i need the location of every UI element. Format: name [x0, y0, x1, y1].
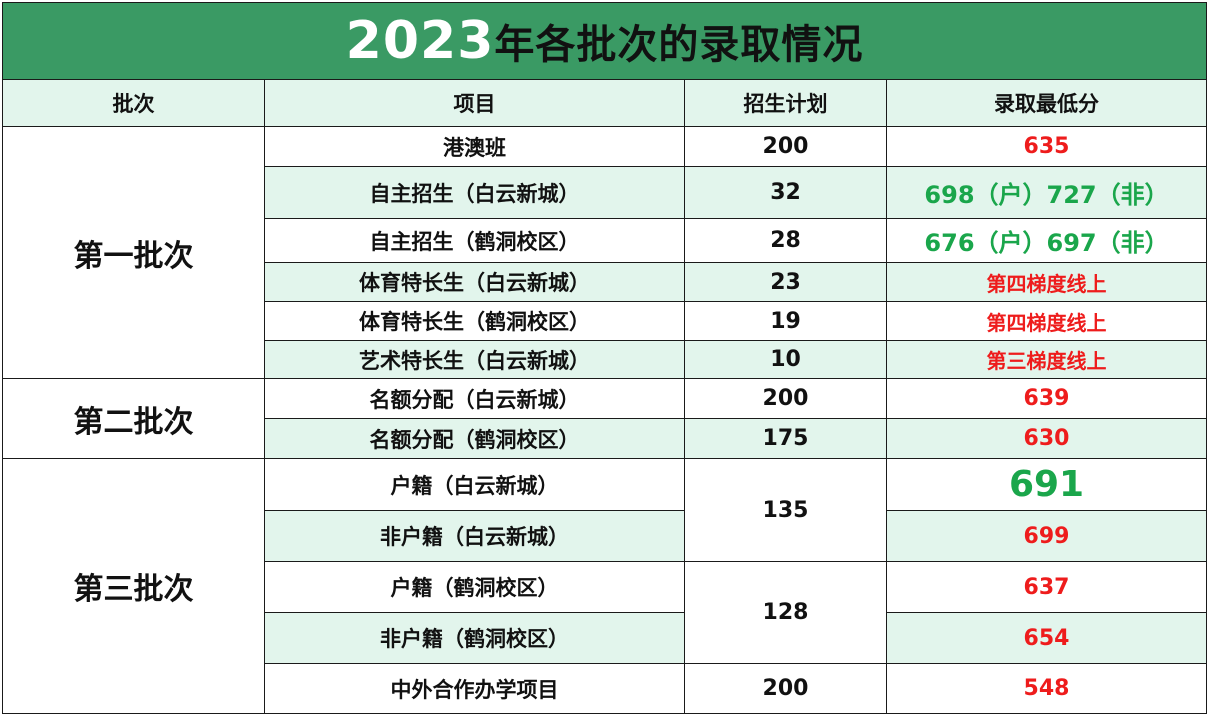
batch-third: 第三批次: [2, 458, 265, 714]
score-cell: 635: [885, 126, 1208, 167]
batch-second: 第二批次: [2, 378, 265, 459]
project-cell: 体育特长生（鹤洞校区）: [264, 301, 685, 341]
plan-cell: 175: [684, 418, 887, 459]
score-cell: 第四梯度线上: [885, 262, 1208, 302]
project-cell: 非户籍（白云新城）: [264, 510, 685, 562]
score-cell: 第三梯度线上: [885, 340, 1208, 379]
project-cell: 户籍（白云新城）: [264, 458, 685, 511]
plan-cell: 10: [684, 340, 887, 379]
batch-first: 第一批次: [2, 126, 265, 379]
table-row: 自主招生（白云新城） 32 698（户）727（非）: [3, 166, 1208, 219]
table-title: 2023年各批次的录取情况: [1, 2, 1208, 80]
project-cell: 自主招生（鹤洞校区）: [264, 218, 685, 263]
project-cell: 户籍（鹤洞校区）: [264, 561, 685, 613]
plan-cell: 200: [684, 378, 887, 419]
plan-cell: 200: [684, 126, 887, 167]
table-row: 体育特长生（鹤洞校区） 19 第四梯度线上: [3, 301, 1208, 341]
title-text: 年各批次的录取情况: [494, 22, 864, 68]
plan-cell: 128: [684, 561, 887, 664]
project-cell: 艺术特长生（白云新城）: [264, 340, 685, 379]
table-row: 第一批次 港澳班 200 635: [2, 126, 1208, 379]
table-row: 第三批次 户籍（白云新城） 135 691: [2, 458, 1208, 714]
score-cell: 637: [885, 561, 1208, 613]
admission-table: 2023年各批次的录取情况 批次 项目 招生计划 录取最低分 第一批次 港澳班 …: [1, 2, 1208, 714]
score-cell: 699: [885, 510, 1208, 562]
project-cell: 体育特长生（白云新城）: [264, 262, 685, 302]
table-row: 中外合作办学项目 200 548: [3, 663, 1208, 714]
header-score: 录取最低分: [885, 79, 1208, 127]
score-cell: 654: [885, 612, 1208, 664]
project-cell: 港澳班: [264, 126, 685, 167]
score-cell: 第四梯度线上: [885, 301, 1208, 341]
project-cell: 名额分配（鹤洞校区）: [264, 418, 685, 459]
plan-cell: 200: [684, 663, 887, 714]
score-cell: 639: [885, 378, 1208, 419]
table-row: 非户籍（鹤洞校区） 654: [3, 612, 1208, 664]
header-batch: 批次: [2, 79, 265, 127]
table-row: 第二批次 名额分配（白云新城） 200 639: [2, 378, 1208, 459]
score-cell: 691: [885, 458, 1208, 511]
plan-cell: 19: [684, 301, 887, 341]
header-plan: 招生计划: [684, 79, 887, 127]
title-year: 2023: [345, 11, 495, 71]
score-cell: 548: [885, 663, 1208, 714]
plan-cell: 135: [684, 458, 887, 562]
table-row: 非户籍（白云新城） 699: [3, 510, 1208, 562]
project-cell: 中外合作办学项目: [264, 663, 685, 714]
table-row: 自主招生（鹤洞校区） 28 676（户）697（非）: [3, 218, 1208, 263]
header-row: 批次 项目 招生计划 录取最低分: [2, 79, 1208, 127]
table-row: 体育特长生（白云新城） 23 第四梯度线上: [3, 262, 1208, 302]
plan-cell: 23: [684, 262, 887, 302]
title-row: 2023年各批次的录取情况: [1, 2, 1208, 80]
score-cell: 676（户）697（非）: [885, 218, 1208, 263]
score-cell: 698（户）727（非）: [885, 166, 1208, 219]
plan-cell: 32: [684, 166, 887, 219]
score-cell: 630: [885, 418, 1208, 459]
plan-cell: 28: [684, 218, 887, 263]
project-cell: 名额分配（白云新城）: [264, 378, 685, 419]
project-cell: 自主招生（白云新城）: [264, 166, 685, 219]
table-row: 名额分配（鹤洞校区） 175 630: [3, 418, 1208, 459]
project-cell: 非户籍（鹤洞校区）: [264, 612, 685, 664]
header-project: 项目: [264, 79, 685, 127]
